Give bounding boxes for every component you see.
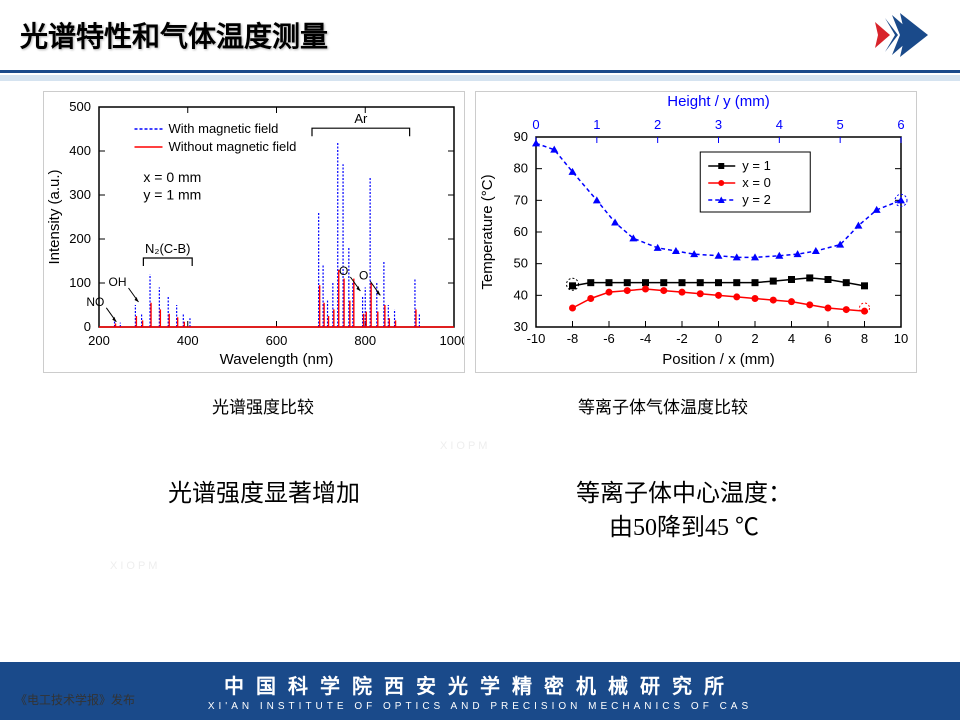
svg-text:x = 0 mm: x = 0 mm	[143, 169, 201, 185]
caption-left: 光谱强度比较	[212, 393, 314, 418]
svg-text:N₂(C-B): N₂(C-B)	[145, 241, 190, 256]
svg-text:8: 8	[861, 331, 868, 346]
watermark: XIOPM	[110, 560, 160, 572]
svg-text:-10: -10	[527, 331, 546, 346]
svg-text:2: 2	[654, 117, 661, 132]
svg-text:4: 4	[776, 117, 783, 132]
svg-text:2: 2	[751, 331, 758, 346]
svg-text:6: 6	[824, 331, 831, 346]
svg-text:60: 60	[514, 224, 528, 239]
conclusion-right: 等离子体中心温度： 由50降到45 ℃	[576, 478, 792, 545]
svg-text:y = 2: y = 2	[742, 192, 771, 207]
svg-text:200: 200	[88, 333, 110, 348]
institute-logo	[870, 10, 930, 60]
svg-text:1000: 1000	[440, 333, 464, 348]
svg-text:500: 500	[69, 99, 91, 114]
footer-source: 《电工技术学报》发布	[15, 691, 135, 708]
svg-text:With magnetic field: With magnetic field	[169, 121, 279, 136]
svg-text:y = 1: y = 1	[742, 158, 771, 173]
svg-text:Intensity (a.u.): Intensity (a.u.)	[46, 169, 63, 264]
svg-text:Ar: Ar	[354, 111, 368, 126]
svg-text:1: 1	[593, 117, 600, 132]
svg-text:Temperature (°C): Temperature (°C)	[479, 174, 496, 289]
svg-text:50: 50	[514, 256, 528, 271]
svg-text:Position / x (mm): Position / x (mm)	[662, 351, 775, 368]
svg-text:-6: -6	[603, 331, 615, 346]
svg-text:800: 800	[354, 333, 376, 348]
svg-text:O: O	[359, 268, 368, 282]
watermark: XIOPM	[440, 440, 490, 452]
svg-text:400: 400	[177, 333, 199, 348]
svg-text:NO: NO	[86, 295, 104, 309]
svg-text:0: 0	[84, 319, 91, 334]
svg-text:-4: -4	[640, 331, 652, 346]
svg-text:6: 6	[897, 117, 904, 132]
svg-text:300: 300	[69, 187, 91, 202]
svg-text:40: 40	[514, 287, 528, 302]
svg-text:-8: -8	[567, 331, 579, 346]
svg-text:4: 4	[788, 331, 795, 346]
svg-text:200: 200	[69, 231, 91, 246]
footer-sub: XI'AN INSTITUTE OF OPTICS AND PRECISION …	[0, 701, 960, 712]
footer-bar: 中国科学院西安光学精密机械研究所 XI'AN INSTITUTE OF OPTI…	[0, 662, 960, 720]
page-title: 光谱特性和气体温度测量	[20, 15, 328, 55]
footer-main: 中国科学院西安光学精密机械研究所	[0, 670, 960, 699]
svg-text:400: 400	[69, 143, 91, 158]
caption-right: 等离子体气体温度比较	[578, 393, 748, 418]
svg-text:3: 3	[715, 117, 722, 132]
svg-text:90: 90	[514, 129, 528, 144]
svg-text:OH: OH	[109, 275, 127, 289]
conclusion-left: 光谱强度显著增加	[168, 478, 360, 545]
svg-text:Without magnetic field: Without magnetic field	[169, 139, 297, 154]
svg-text:100: 100	[69, 275, 91, 290]
divider-top	[0, 70, 960, 73]
spectrum-chart: 200 400 600 800 1000 0 100 200 300 400 500 Waveleng…	[43, 91, 465, 373]
svg-text:Height / y (mm): Height / y (mm)	[667, 93, 770, 110]
svg-text:x = 0: x = 0	[742, 175, 771, 190]
svg-text:0: 0	[715, 331, 722, 346]
svg-text:-2: -2	[676, 331, 688, 346]
svg-text:30: 30	[514, 319, 528, 334]
temperature-chart: -10 -8 -6 -4 -2 0 2 4 6 8 10 0 1 2 3 4 5 6 30 40 50 60 70 80 90 P…	[475, 91, 917, 373]
svg-text:5: 5	[837, 117, 844, 132]
svg-text:70: 70	[514, 192, 528, 207]
svg-text:10: 10	[894, 331, 908, 346]
svg-text:y = 1 mm: y = 1 mm	[143, 186, 201, 202]
svg-text:Wavelength (nm): Wavelength (nm)	[220, 351, 334, 368]
svg-text:O: O	[339, 264, 348, 278]
svg-text:80: 80	[514, 161, 528, 176]
svg-text:0: 0	[532, 117, 539, 132]
svg-text:600: 600	[266, 333, 288, 348]
